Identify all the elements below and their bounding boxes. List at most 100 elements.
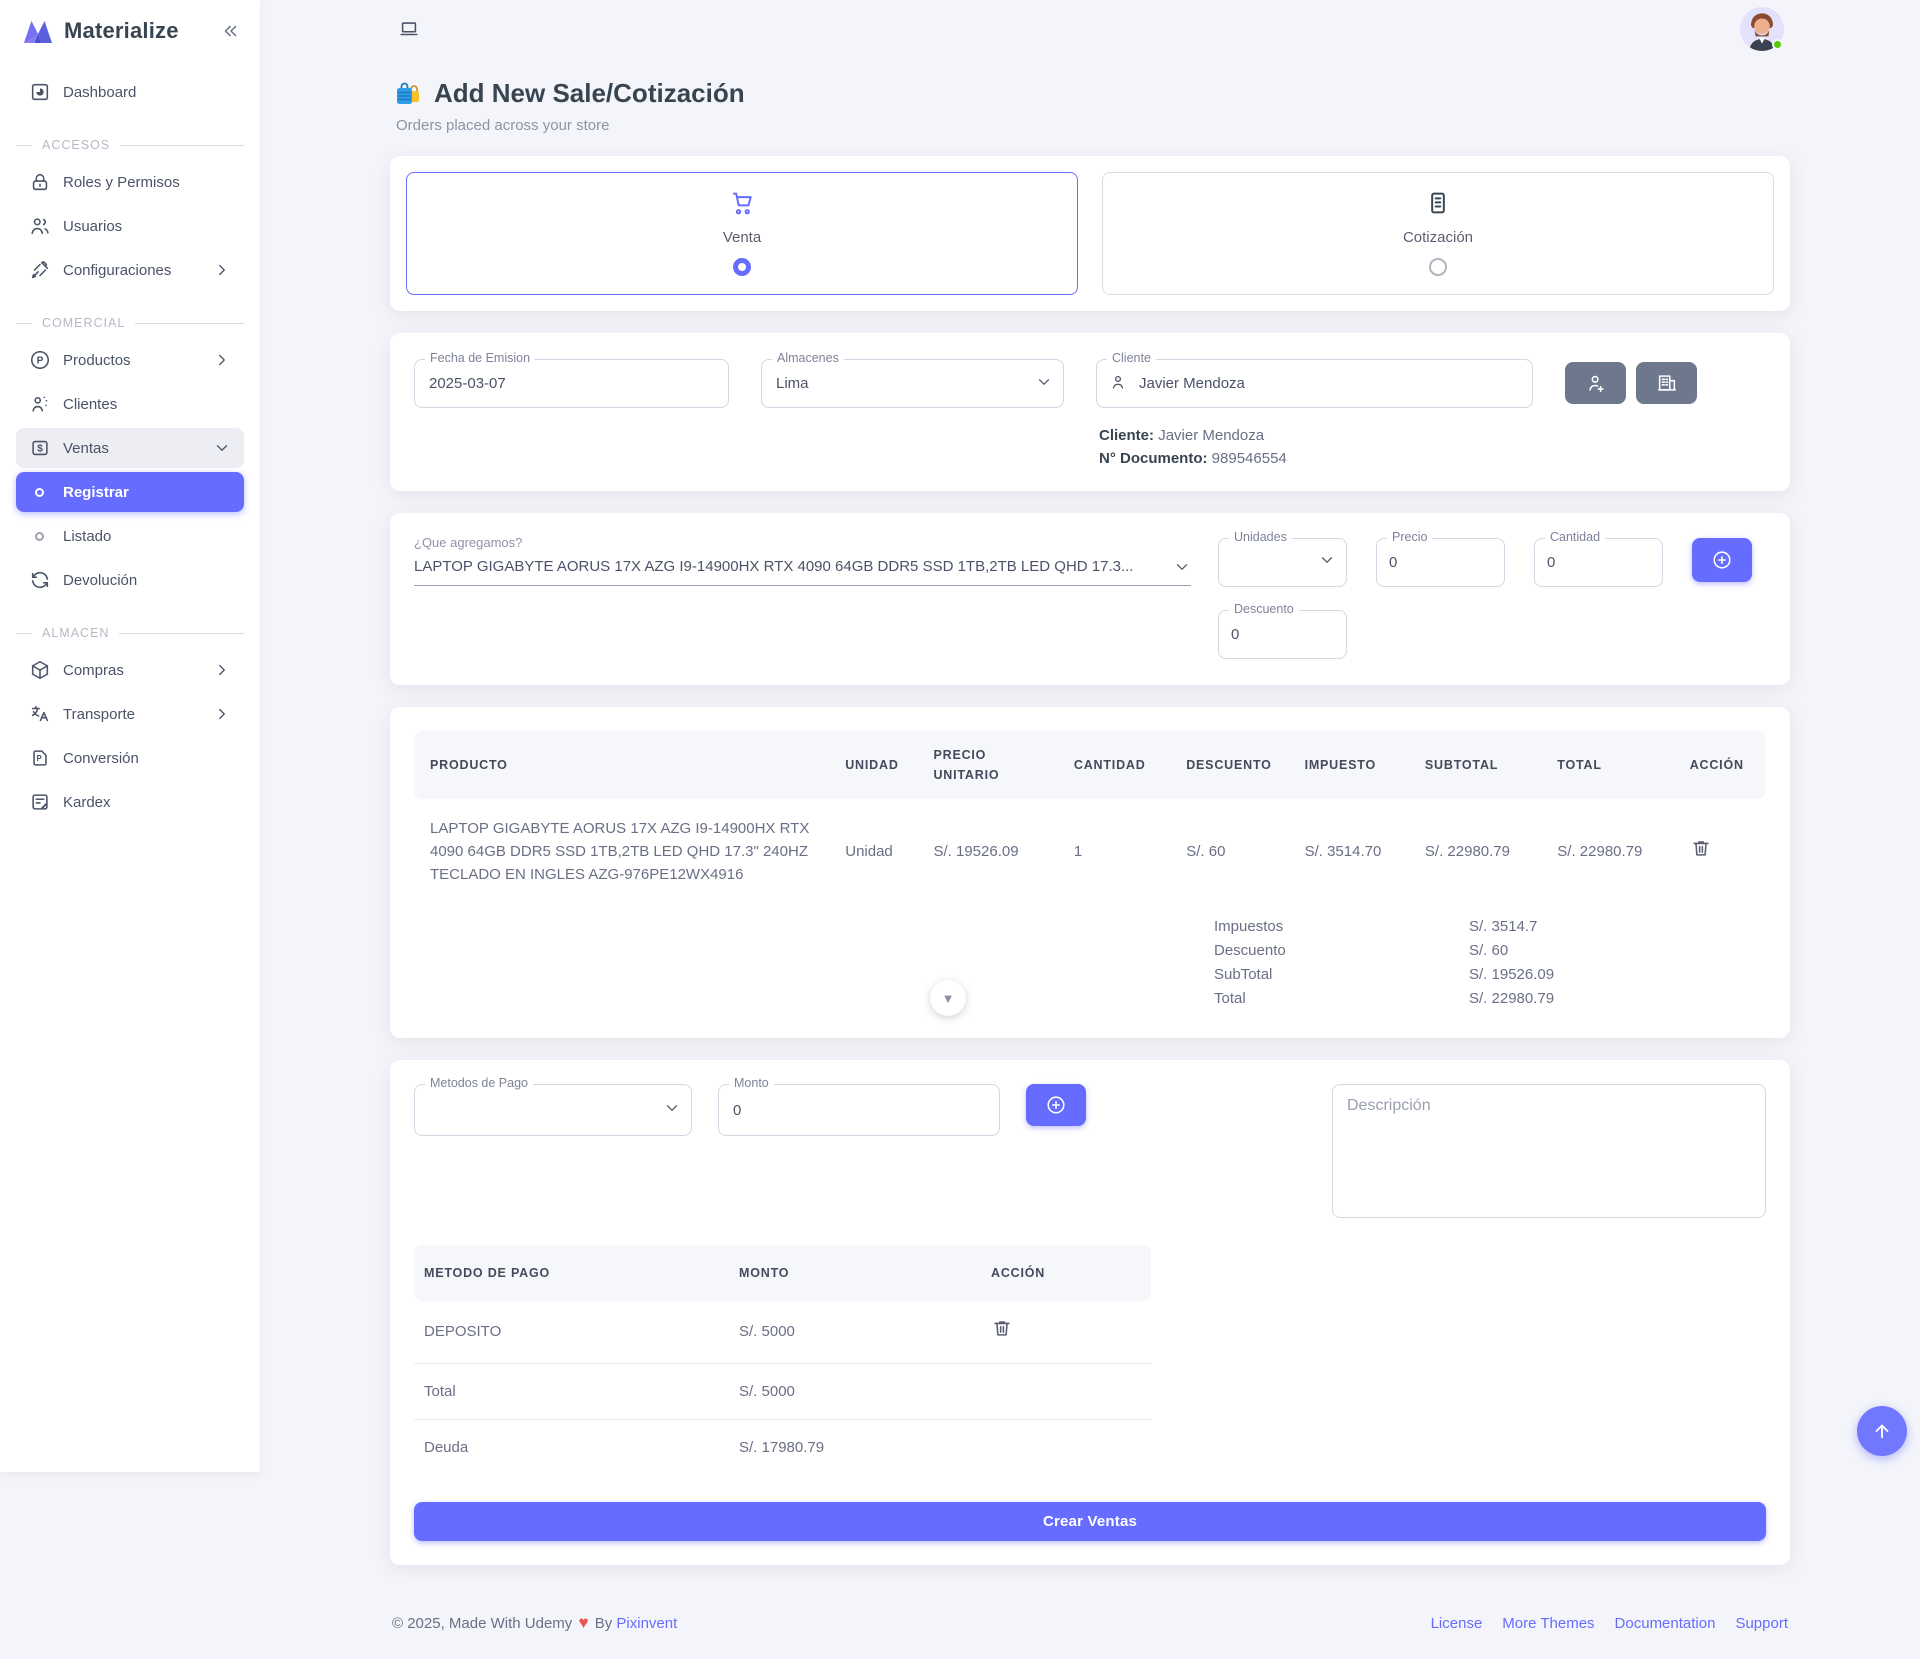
cart-icon [728,189,756,217]
payments-table-header-row: METODO DE PAGO MONTO ACCIÓN [414,1245,1151,1301]
dashboard-icon [29,81,51,103]
chevron-right-icon [213,661,231,679]
unidades-select[interactable] [1219,539,1346,586]
items-table-row: LAPTOP GIGABYTE AORUS 17X AZG I9-14900HX… [414,799,1766,905]
documentation-link[interactable]: Documentation [1615,1615,1716,1632]
chevron-down-icon [1173,558,1191,576]
sidebar-item-compras[interactable]: Compras [16,650,244,690]
sidebar-item-registrar[interactable]: Registrar [16,472,244,512]
summary-total: Total S/. 22980.79 [414,990,1766,1007]
materialize-logo-icon [22,19,54,44]
sidebar-item-devolucion[interactable]: Devolución [16,560,244,600]
submenu-dot-icon [35,532,44,541]
user-plus-icon [1585,372,1607,394]
order-info-card: Fecha de Emision Almacenes Cliente [390,333,1790,491]
product-select[interactable]: ¿Que agregamos? LAPTOP GIGABYTE AORUS 17… [414,535,1191,586]
items-table-header-row: PRODUCTO UNIDAD PRECIO UNITARIO CANTIDAD… [414,731,1766,799]
cantidad-field: Cantidad [1534,538,1663,587]
unidades-field: Unidades [1218,538,1347,587]
payment-card: Metodos de Pago Monto [390,1060,1790,1565]
crear-ventas-button[interactable]: Crear Ventas [414,1502,1766,1541]
cantidad-input[interactable] [1535,539,1662,586]
company-icon [1656,372,1678,394]
sidebar-item-listado[interactable]: Listado [16,516,244,556]
sidebar-collapse-icon[interactable] [220,20,242,42]
almacenes-select[interactable] [762,360,1063,407]
summary-descuento: Descuento S/. 60 [414,942,1766,959]
fecha-emision-input[interactable] [415,360,728,407]
descuento-field: Descuento [1218,610,1347,659]
sidebar-item-configuraciones[interactable]: Configuraciones [16,250,244,290]
items-table-card: PRODUCTO UNIDAD PRECIO UNITARIO CANTIDAD… [390,707,1790,1039]
payments-table: METODO DE PAGO MONTO ACCIÓN DEPOSITO S/.… [414,1245,1151,1475]
user-icon [1109,373,1127,395]
add-company-button[interactable] [1636,362,1697,404]
laptop-icon[interactable] [398,18,420,40]
sale-type-cotizacion[interactable]: Cotización [1102,172,1774,295]
sidebar-section-almacen: ALMACEN [16,626,244,640]
sidebar-section-comercial: COMERCIAL [16,316,244,330]
sale-type-venta[interactable]: Venta [406,172,1078,295]
more-themes-link[interactable]: More Themes [1502,1615,1594,1632]
metodos-pago-select[interactable] [415,1085,691,1135]
sidebar-item-transporte[interactable]: Transporte [16,694,244,734]
sale-type-card: Venta Cotización [390,156,1790,311]
sidebar-item-usuarios[interactable]: Usuarios [16,206,244,246]
heart-icon: ♥ [578,1613,588,1632]
page-title: Add New Sale/Cotización [394,78,1786,109]
precio-field: Precio [1376,538,1505,587]
payment-row: DEPOSITO S/. 5000 [414,1301,1151,1363]
transporte-icon [29,703,51,725]
monto-input[interactable] [719,1085,999,1135]
refresh-icon [29,569,51,591]
plus-circle-icon [1711,549,1733,571]
descripcion-textarea[interactable] [1332,1084,1766,1218]
payment-deuda-row: Deuda S/. 17980.79 [414,1419,1151,1475]
sidebar-item-ventas[interactable]: $ Ventas [16,428,244,468]
descuento-input[interactable] [1219,611,1346,658]
radio-selected-icon[interactable] [733,258,751,276]
page-subtitle: Orders placed across your store [394,117,1786,134]
footer: © 2025, Made With Udemy ♥ By Pixinvent L… [390,1613,1790,1659]
sidebar-item-kardex[interactable]: Kardex [16,782,244,822]
sidebar-item-dashboard[interactable]: Dashboard [16,72,244,112]
product-circle-icon: P [29,349,51,371]
support-link[interactable]: Support [1735,1615,1788,1632]
sidebar-item-clientes[interactable]: Clientes [16,384,244,424]
cliente-input[interactable] [1097,360,1532,407]
precio-input[interactable] [1377,539,1504,586]
document-icon [1424,189,1452,217]
file-type-icon: P [29,747,51,769]
add-payment-button[interactable] [1026,1084,1086,1126]
lock-icon [29,171,51,193]
svg-text:$: $ [37,444,43,455]
pixinvent-link[interactable]: Pixinvent [616,1615,677,1632]
license-link[interactable]: License [1431,1615,1483,1632]
shopping-bag-icon [394,80,422,108]
plus-circle-icon [1045,1094,1067,1116]
add-client-button[interactable] [1565,362,1626,404]
chevron-down-icon [213,439,231,457]
sidebar-item-roles[interactable]: Roles y Permisos [16,162,244,202]
expand-row-button[interactable]: ▼ [930,980,966,1016]
add-product-button[interactable] [1692,538,1752,582]
users-icon [29,215,51,237]
chevron-right-icon [213,705,231,723]
radio-unselected-icon[interactable] [1429,258,1447,276]
sales-icon: $ [29,437,51,459]
clients-icon [29,393,51,415]
form-edit-icon [29,791,51,813]
sidebar-item-conversion[interactable]: P Conversión [16,738,244,778]
page-head: Add New Sale/Cotización Orders placed ac… [390,78,1790,134]
online-status-badge [1772,39,1783,50]
delete-item-icon[interactable] [1690,837,1712,859]
brand: Materialize [16,14,244,54]
scroll-to-top-button[interactable] [1857,1406,1907,1456]
arrow-up-icon [1871,1420,1893,1442]
top-navbar [390,0,1790,52]
sidebar-item-productos[interactable]: P Productos [16,340,244,380]
product-select-value: LAPTOP GIGABYTE AORUS 17X AZG I9-14900HX… [414,558,1173,575]
user-avatar[interactable] [1740,7,1784,51]
sidebar: Materialize Dashboard ACCESOS Roles y Pe… [0,0,260,1472]
delete-payment-icon[interactable] [991,1317,1013,1339]
